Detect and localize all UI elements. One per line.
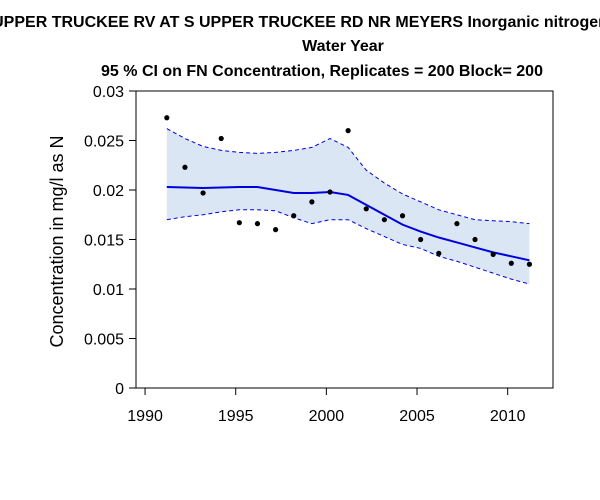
ci-band <box>166 128 530 285</box>
y-axis: 0 0.005 0.01 0.015 0.02 0.025 0.03 <box>84 84 136 398</box>
ci-band-group <box>166 128 530 285</box>
data-point <box>526 261 533 267</box>
x-tick-label: 1995 <box>218 408 254 425</box>
x-tick-label: 2000 <box>309 408 345 425</box>
data-point <box>381 217 387 223</box>
chart-title-line-1: UPPER TRUCKEE RV AT S UPPER TRUCKEE RD N… <box>0 14 600 31</box>
data-point <box>327 189 333 195</box>
trend-line-group <box>166 186 530 262</box>
y-tick-label: 0.01 <box>93 282 124 299</box>
y-tick-label: 0.03 <box>93 84 124 101</box>
data-point <box>345 128 351 134</box>
y-tick-label: 0.005 <box>84 332 124 349</box>
x-tick-label: 1990 <box>127 408 163 425</box>
data-point <box>309 199 315 205</box>
chart-title-line-3: 95 % CI on FN Concentration, Replicates … <box>101 63 543 80</box>
data-point <box>490 251 496 257</box>
data-point <box>200 190 206 196</box>
data-point <box>418 236 424 243</box>
trend-line <box>166 186 530 262</box>
data-point <box>399 213 406 219</box>
data-point <box>273 227 279 233</box>
y-tick-label: 0 <box>115 381 124 398</box>
data-point <box>363 206 369 212</box>
data-point <box>472 236 478 243</box>
y-tick-label: 0.02 <box>93 183 124 200</box>
data-point <box>508 260 514 266</box>
data-point <box>291 213 297 219</box>
ci-lower-line <box>166 209 530 285</box>
data-point <box>454 221 460 227</box>
data-point <box>218 135 224 142</box>
data-point <box>164 115 170 121</box>
data-point <box>436 250 442 256</box>
chart-title-line-2: Water Year <box>302 38 384 55</box>
x-tick-label: 2010 <box>490 408 526 425</box>
data-point <box>182 164 188 170</box>
y-axis-label: Concentration in mg/l as N <box>47 135 67 347</box>
y-tick-label: 0.025 <box>84 134 124 151</box>
data-point <box>236 220 242 226</box>
ci-lines-group <box>166 128 530 285</box>
data-point <box>254 221 261 227</box>
data-points-group <box>164 115 533 267</box>
y-tick-label: 0.015 <box>84 233 124 250</box>
x-axis: 1990 1995 2000 2005 2010 <box>127 388 526 425</box>
ci-upper-line <box>166 128 530 225</box>
x-tick-label: 2005 <box>399 408 435 425</box>
